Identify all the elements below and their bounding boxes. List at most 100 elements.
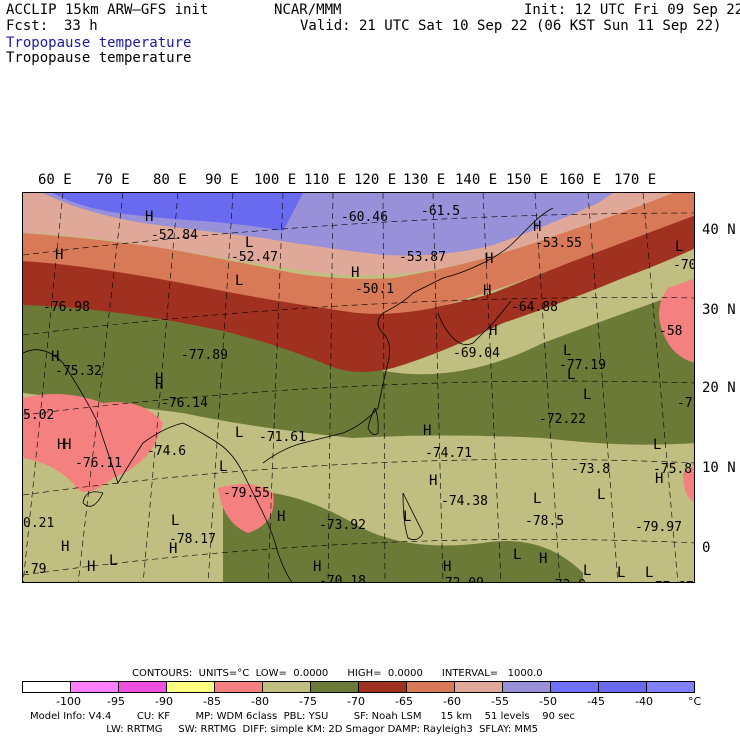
lon-label: 120 E xyxy=(354,172,397,188)
value-label: -73.9 xyxy=(547,578,586,583)
colorbar-label: -70 xyxy=(347,695,365,708)
value-label: -73.92 xyxy=(319,518,366,533)
colorbar-swatch xyxy=(502,681,551,693)
lon-label: 80 E xyxy=(153,172,187,188)
value-label: -61.5 xyxy=(421,204,460,219)
value-label: -72.09 xyxy=(437,576,484,583)
colorbar-swatch xyxy=(118,681,167,693)
lon-label: 140 E xyxy=(455,172,498,188)
valid-time: Valid: 21 UTC Sat 10 Sep 22 (06 KST Sun … xyxy=(300,18,722,34)
pink-region xyxy=(23,394,163,492)
map-panel: -52.84 -52.47 -60.46 -61.5 -53.87 -53.55 -70 -5… xyxy=(22,192,695,583)
lon-label: 90 E xyxy=(205,172,239,188)
low-marker: L xyxy=(583,387,591,403)
value-label: -72.22 xyxy=(539,412,586,427)
value-label: 5.02 xyxy=(23,408,54,423)
field-title-shaded: Tropopause temperature xyxy=(6,35,192,51)
low-marker: L xyxy=(235,273,243,289)
blue-band xyxy=(53,193,303,231)
value-label: -76.14 xyxy=(161,396,208,411)
high-marker: H xyxy=(485,251,493,267)
high-marker: H xyxy=(443,559,451,575)
value-label: -70 xyxy=(673,258,695,273)
lon-label: 60 E xyxy=(38,172,72,188)
low-marker: L xyxy=(653,437,661,453)
low-marker: L xyxy=(245,235,253,251)
model-title: ACCLIP 15km ARW–GFS init xyxy=(6,2,209,18)
value-label: -70.18 xyxy=(319,574,366,583)
colorbar-swatch xyxy=(22,681,71,693)
colorbar-label: -55 xyxy=(491,695,509,708)
colorbar-label: -90 xyxy=(155,695,173,708)
value-label: -71.6 xyxy=(677,396,695,411)
model-info-line2: LW: RRTMG SW: RRTMG DIFF: simple KM: 2D … xyxy=(30,724,538,735)
value-label: -75.32 xyxy=(55,364,102,379)
value-label: -79.55 xyxy=(223,486,270,501)
high-marker: H xyxy=(61,539,69,555)
low-marker: L xyxy=(597,487,605,503)
high-marker: H xyxy=(57,437,65,453)
value-label: 0.21 xyxy=(23,516,54,531)
lon-label: 70 E xyxy=(96,172,130,188)
colorbar-swatch xyxy=(310,681,359,693)
high-marker: H xyxy=(429,473,437,489)
colorbar-swatch xyxy=(598,681,647,693)
high-marker: H xyxy=(655,471,663,487)
value-label: -53.87 xyxy=(399,250,446,265)
high-marker: H xyxy=(155,371,163,387)
value-label: -75.81 xyxy=(653,462,695,477)
center-label: NCAR/MMM xyxy=(274,2,342,18)
low-marker: L xyxy=(235,425,243,441)
lat-label: 20 N xyxy=(702,380,736,396)
low-marker: L xyxy=(675,239,683,255)
colorbar-label: -65 xyxy=(395,695,413,708)
low-marker: L xyxy=(171,513,179,529)
low-marker: L xyxy=(583,563,591,579)
value-label: -78.5 xyxy=(525,514,564,529)
lat-label: 10 N xyxy=(702,460,736,476)
value-label: -69.04 xyxy=(453,346,500,361)
olive-patches xyxy=(223,491,583,582)
colorbar-label: -40 xyxy=(635,695,653,708)
high-marker: H xyxy=(483,283,491,299)
high-marker: H xyxy=(539,551,547,567)
colorbar-swatch xyxy=(358,681,407,693)
value-label: -76.11 xyxy=(75,456,122,471)
colorbar-swatch xyxy=(70,681,119,693)
lon-label: 150 E xyxy=(506,172,549,188)
lat-lon-grid xyxy=(23,193,694,582)
colorbar-label: -100 xyxy=(56,695,81,708)
low-marker: L xyxy=(513,547,521,563)
value-label: -76.98 xyxy=(43,300,90,315)
colorbar-label: -80 xyxy=(251,695,269,708)
init-time: Init: 12 UTC Fri 09 Sep 22 xyxy=(524,2,740,18)
coastlines xyxy=(23,207,554,582)
high-marker: H xyxy=(87,559,95,575)
colorbar-label: -75 xyxy=(299,695,317,708)
value-label: -79.97 xyxy=(635,520,682,535)
value-label: -60.46 xyxy=(341,210,388,225)
high-marker: H xyxy=(63,437,71,453)
value-label: -74.38 xyxy=(441,494,488,509)
model-info-line1: Model Info: V4.4 CU: KF MP: WDM 6class P… xyxy=(30,711,576,722)
lon-label: 100 E xyxy=(254,172,297,188)
value-labels: -52.84 -52.47 -60.46 -61.5 -53.87 -53.55 -70 -5… xyxy=(23,204,695,583)
colorbar-swatch xyxy=(406,681,455,693)
value-label: -52.47 xyxy=(231,250,278,265)
low-marker: L xyxy=(567,367,575,383)
high-marker: H xyxy=(489,323,497,339)
value-label: -74.6 xyxy=(147,444,186,459)
low-marker: L xyxy=(617,565,625,581)
colorbar-unit: °C xyxy=(688,695,702,708)
value-label: -50.1 xyxy=(355,282,394,297)
value-label: -71.61 xyxy=(259,430,306,445)
value-label: -52.84 xyxy=(151,228,198,243)
high-marker: H xyxy=(423,423,431,439)
lat-label: 30 N xyxy=(702,302,736,318)
low-marker: L xyxy=(645,565,653,581)
lon-label: 170 E xyxy=(614,172,657,188)
high-marker: H xyxy=(55,247,63,263)
colorbar-label: -50 xyxy=(539,695,557,708)
low-marker: L xyxy=(219,459,227,475)
